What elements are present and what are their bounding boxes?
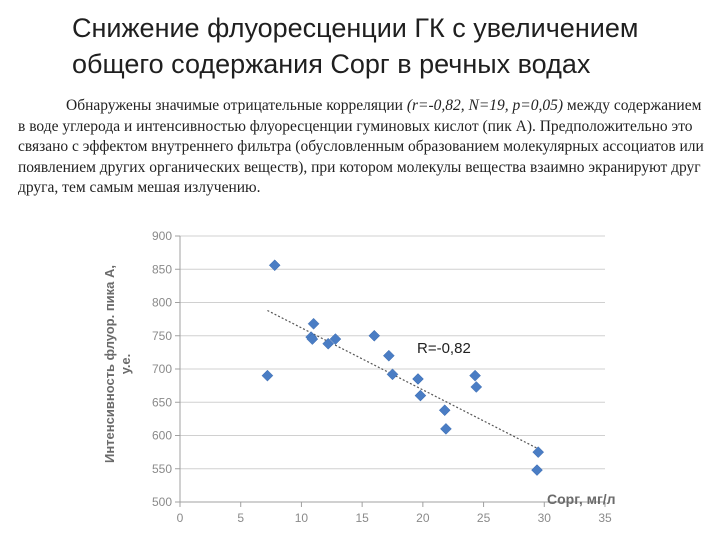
x-tick-label-15: 15 (355, 511, 369, 525)
correlation-annotation: R=-0,82 (417, 340, 471, 357)
y-tick-label-650: 650 (152, 395, 172, 409)
data-point-11 (412, 373, 424, 385)
data-point-5 (307, 317, 320, 330)
gridlines (180, 235, 605, 470)
axes (175, 235, 606, 507)
slide-title-line-1: Снижение флуоресценции ГК с увеличением (72, 13, 639, 43)
correlation-stats: (r=-0,82, N=19, p=0,05) (406, 97, 564, 114)
y-tick-label-750: 750 (152, 329, 172, 343)
data-points (261, 259, 545, 476)
y-tick-label-550: 550 (152, 462, 172, 476)
y-tick-labels: 500 550 600 650 700 750 800 850 900 (152, 229, 172, 509)
data-point-16 (470, 381, 483, 393)
x-axis-label: Сорг, мг/л (547, 491, 616, 507)
y-tick-label-900: 900 (152, 229, 172, 243)
data-point-8 (368, 329, 381, 342)
y-tick-label-600: 600 (152, 429, 172, 443)
chart-svg: 500 550 600 650 700 750 800 850 900 0 5 10 15 20 25 30… (102, 229, 616, 525)
x-tick-label-5: 5 (237, 511, 244, 525)
data-point-13 (438, 404, 451, 417)
slide-title: Снижение флуоресценции ГК с увеличением … (72, 10, 692, 82)
y-tick-label-800: 800 (152, 296, 172, 310)
data-point-1 (268, 259, 281, 272)
y-axis-label: Интенсивность флуор. пика А, (102, 265, 117, 463)
data-point-17 (532, 446, 545, 458)
data-point-18 (531, 464, 543, 476)
data-point-12 (414, 389, 427, 402)
trendline-group (267, 309, 539, 450)
x-tick-label-30: 30 (538, 511, 552, 525)
y-axis-label-unit: у.е. (118, 354, 133, 375)
slide-title-line-2: общего содержания Сорг в речных водах (72, 49, 591, 79)
data-point-2 (261, 369, 274, 382)
paragraph-text-end: между содержанием в воде углерода и инте… (18, 97, 704, 196)
x-tick-label-25: 25 (477, 511, 491, 525)
data-point-10 (386, 368, 399, 381)
data-point-7 (329, 333, 342, 345)
x-tick-label-20: 20 (416, 511, 430, 525)
x-tick-labels: 0 5 10 15 20 25 30 35 (177, 511, 612, 525)
data-point-14 (440, 422, 452, 435)
data-point-4 (306, 333, 319, 345)
body-paragraph: Обнаружены значимые отрицательные коррел… (18, 96, 708, 199)
x-tick-label-35: 35 (598, 511, 612, 525)
y-tick-label-500: 500 (152, 495, 172, 509)
y-tick-label-850: 850 (152, 262, 172, 276)
trendline (267, 309, 539, 450)
data-point-9 (383, 349, 395, 362)
data-point-15 (469, 369, 481, 382)
x-tick-label-10: 10 (295, 511, 309, 525)
data-point-6 (322, 337, 334, 350)
scatter-chart: 500 550 600 650 700 750 800 850 900 0 5 10 15 20 25 30… (90, 224, 630, 540)
paragraph-text-start: Обнаружены значимые отрицательные коррел… (66, 97, 403, 114)
y-tick-label-700: 700 (152, 362, 172, 376)
x-tick-label-0: 0 (177, 511, 184, 525)
